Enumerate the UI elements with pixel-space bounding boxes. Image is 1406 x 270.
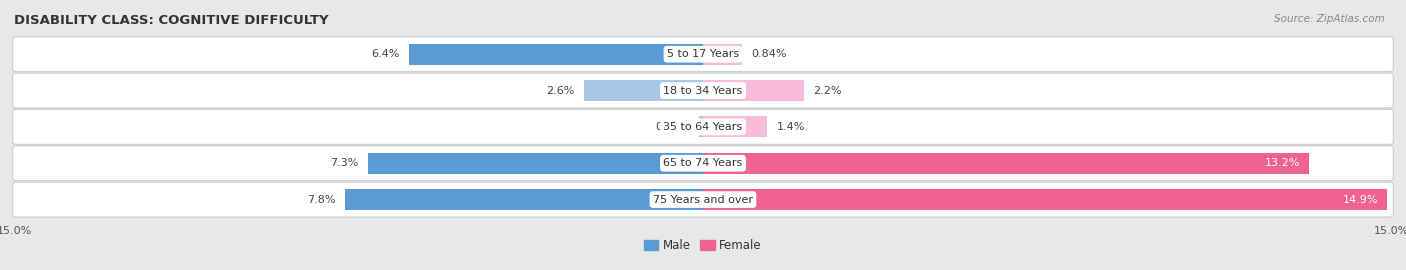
Text: 13.2%: 13.2% bbox=[1265, 158, 1301, 168]
Text: 7.8%: 7.8% bbox=[307, 195, 336, 205]
Text: 14.9%: 14.9% bbox=[1343, 195, 1378, 205]
Text: 35 to 64 Years: 35 to 64 Years bbox=[664, 122, 742, 132]
Text: 2.6%: 2.6% bbox=[546, 86, 575, 96]
Bar bbox=[703, 153, 1309, 174]
Text: 1.4%: 1.4% bbox=[776, 122, 804, 132]
Text: 75 Years and over: 75 Years and over bbox=[652, 195, 754, 205]
Bar bbox=[703, 44, 741, 65]
Text: 7.3%: 7.3% bbox=[330, 158, 359, 168]
Text: 0.08%: 0.08% bbox=[655, 122, 690, 132]
Bar bbox=[703, 189, 1388, 210]
Text: Source: ZipAtlas.com: Source: ZipAtlas.com bbox=[1274, 14, 1385, 23]
FancyBboxPatch shape bbox=[13, 182, 1393, 217]
Bar bbox=[409, 44, 703, 65]
Bar bbox=[368, 153, 703, 174]
Text: 6.4%: 6.4% bbox=[371, 49, 399, 59]
FancyBboxPatch shape bbox=[13, 73, 1393, 108]
Bar bbox=[703, 116, 768, 137]
Bar bbox=[699, 116, 703, 137]
FancyBboxPatch shape bbox=[13, 146, 1393, 181]
Text: 2.2%: 2.2% bbox=[813, 86, 842, 96]
Bar bbox=[583, 80, 703, 101]
Bar bbox=[344, 189, 703, 210]
Text: 65 to 74 Years: 65 to 74 Years bbox=[664, 158, 742, 168]
Text: 5 to 17 Years: 5 to 17 Years bbox=[666, 49, 740, 59]
Text: 18 to 34 Years: 18 to 34 Years bbox=[664, 86, 742, 96]
Text: 0.84%: 0.84% bbox=[751, 49, 786, 59]
FancyBboxPatch shape bbox=[13, 109, 1393, 144]
Text: DISABILITY CLASS: COGNITIVE DIFFICULTY: DISABILITY CLASS: COGNITIVE DIFFICULTY bbox=[14, 14, 329, 27]
Legend: Male, Female: Male, Female bbox=[640, 235, 766, 257]
FancyBboxPatch shape bbox=[13, 37, 1393, 72]
Bar bbox=[703, 80, 804, 101]
